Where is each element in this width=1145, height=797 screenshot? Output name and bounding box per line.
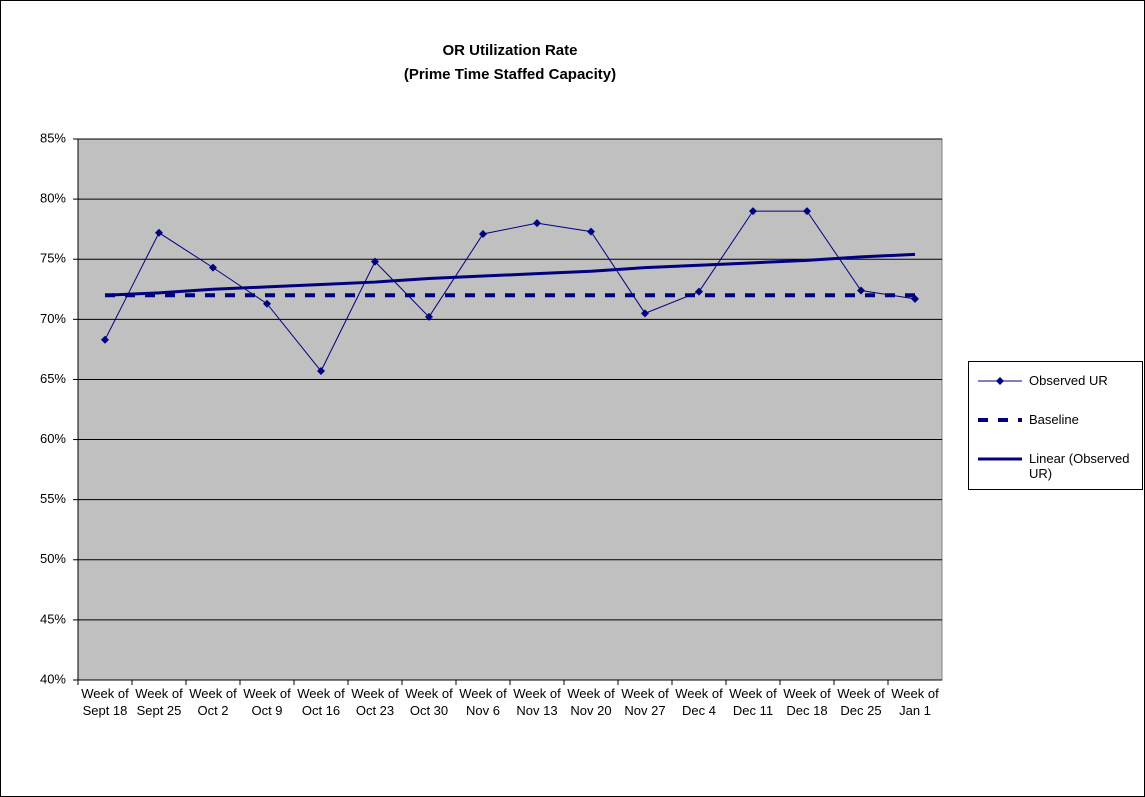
legend-label: Linear (Observed UR) xyxy=(1029,451,1130,481)
legend-label: Baseline xyxy=(1029,412,1079,427)
x-tick-label: Week of Oct 2 xyxy=(189,686,237,718)
data-point xyxy=(155,228,163,237)
chart-title: OR Utilization Rate xyxy=(442,42,577,59)
x-tick-label: Week of Oct 9 xyxy=(243,686,291,718)
x-tick-label: Week of Nov 27 xyxy=(621,686,669,718)
plot-area xyxy=(77,138,943,681)
x-tick-label: Week of Oct 30 xyxy=(405,686,453,718)
y-tick-label: 80% xyxy=(40,191,66,206)
x-tick-label: Week of Sept 18 xyxy=(81,686,129,718)
data-point xyxy=(803,207,811,216)
data-point xyxy=(587,227,595,236)
chart-subtitle: (Prime Time Staffed Capacity) xyxy=(404,66,616,83)
x-tick-label: Week of Nov 6 xyxy=(459,686,507,718)
data-point xyxy=(101,335,109,344)
y-tick-label: 85% xyxy=(40,130,66,145)
data-point xyxy=(695,287,703,296)
data-point xyxy=(209,263,217,272)
y-tick-label: 40% xyxy=(40,671,66,686)
data-point xyxy=(317,367,325,376)
x-tick-label: Week of Dec 18 xyxy=(783,686,831,718)
legend-marker xyxy=(996,377,1004,385)
data-point xyxy=(479,229,487,238)
y-tick-label: 50% xyxy=(40,551,66,566)
data-point xyxy=(641,309,649,318)
y-tick-label: 65% xyxy=(40,371,66,386)
series-line xyxy=(104,252,916,297)
y-tick-label: 55% xyxy=(40,491,66,506)
x-tick-label: Week of Nov 13 xyxy=(513,686,561,718)
y-tick-label: 45% xyxy=(40,611,66,626)
data-point xyxy=(533,219,541,228)
x-tick-label: Week of Jan 1 xyxy=(891,686,939,718)
legend-box xyxy=(968,361,1143,490)
data-point xyxy=(749,207,757,216)
x-tick-label: Week of Dec 11 xyxy=(729,686,777,718)
x-tick-label: Week of Dec 25 xyxy=(837,686,885,718)
y-tick-label: 60% xyxy=(40,431,66,446)
legend-label: Observed UR xyxy=(1029,373,1108,388)
x-tick-label: Week of Nov 20 xyxy=(567,686,615,718)
x-tick-label: Week of Oct 16 xyxy=(297,686,345,718)
x-tick-label: Week of Sept 25 xyxy=(135,686,183,718)
data-point xyxy=(263,299,271,308)
x-tick-label: Week of Dec 4 xyxy=(675,686,723,718)
data-point xyxy=(911,294,919,303)
y-tick-label: 70% xyxy=(40,311,66,326)
y-tick-label: 75% xyxy=(40,251,66,266)
data-point xyxy=(425,312,433,321)
data-point xyxy=(857,286,865,295)
series-line xyxy=(104,210,916,372)
x-tick-label: Week of Oct 23 xyxy=(351,686,399,718)
data-point xyxy=(371,257,379,266)
